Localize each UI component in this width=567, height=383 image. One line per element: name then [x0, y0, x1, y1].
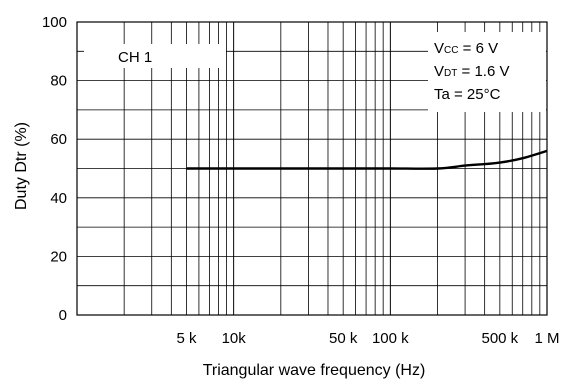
conditions-box — [428, 32, 546, 112]
condition-line: VCC = 6 V — [434, 40, 498, 57]
channel-label: CH 1 — [118, 49, 152, 66]
y-axis-label: Duty Dtr (%) — [13, 122, 30, 210]
condition-line: VDT = 1.6 V — [434, 63, 509, 80]
y-tick-labels: 0 20 40 60 80 100 — [42, 14, 67, 324]
x-axis-label: Triangular wave frequency (Hz) — [203, 362, 426, 379]
x-tick-label: 10k — [222, 330, 247, 347]
conditions-annotation: VCC = 6 V VDT = 1.6 V Ta = 25°C — [434, 40, 509, 103]
y-tick-label: 0 — [59, 307, 67, 324]
y-tick-label: 100 — [42, 14, 67, 31]
series-line — [186, 149, 548, 170]
x-tick-labels: 5 k 10k 50 k 100 k 500 k 1 M — [176, 330, 559, 347]
y-tick-label: 20 — [50, 248, 67, 265]
x-tick-label: 50 k — [329, 330, 358, 347]
y-tick-label: 80 — [50, 73, 67, 90]
series-group — [186, 149, 548, 170]
x-tick-label: 500 k — [481, 330, 518, 347]
x-tick-label: 1 M — [534, 330, 559, 347]
condition-line: Ta = 25°C — [434, 86, 501, 103]
x-tick-label: 100 k — [372, 330, 409, 347]
y-tick-label: 60 — [50, 131, 67, 148]
plot-frame — [76, 21, 548, 316]
y-tick-label: 40 — [50, 190, 67, 207]
channel-label-box — [84, 44, 226, 68]
x-tick-label: 5 k — [176, 330, 197, 347]
